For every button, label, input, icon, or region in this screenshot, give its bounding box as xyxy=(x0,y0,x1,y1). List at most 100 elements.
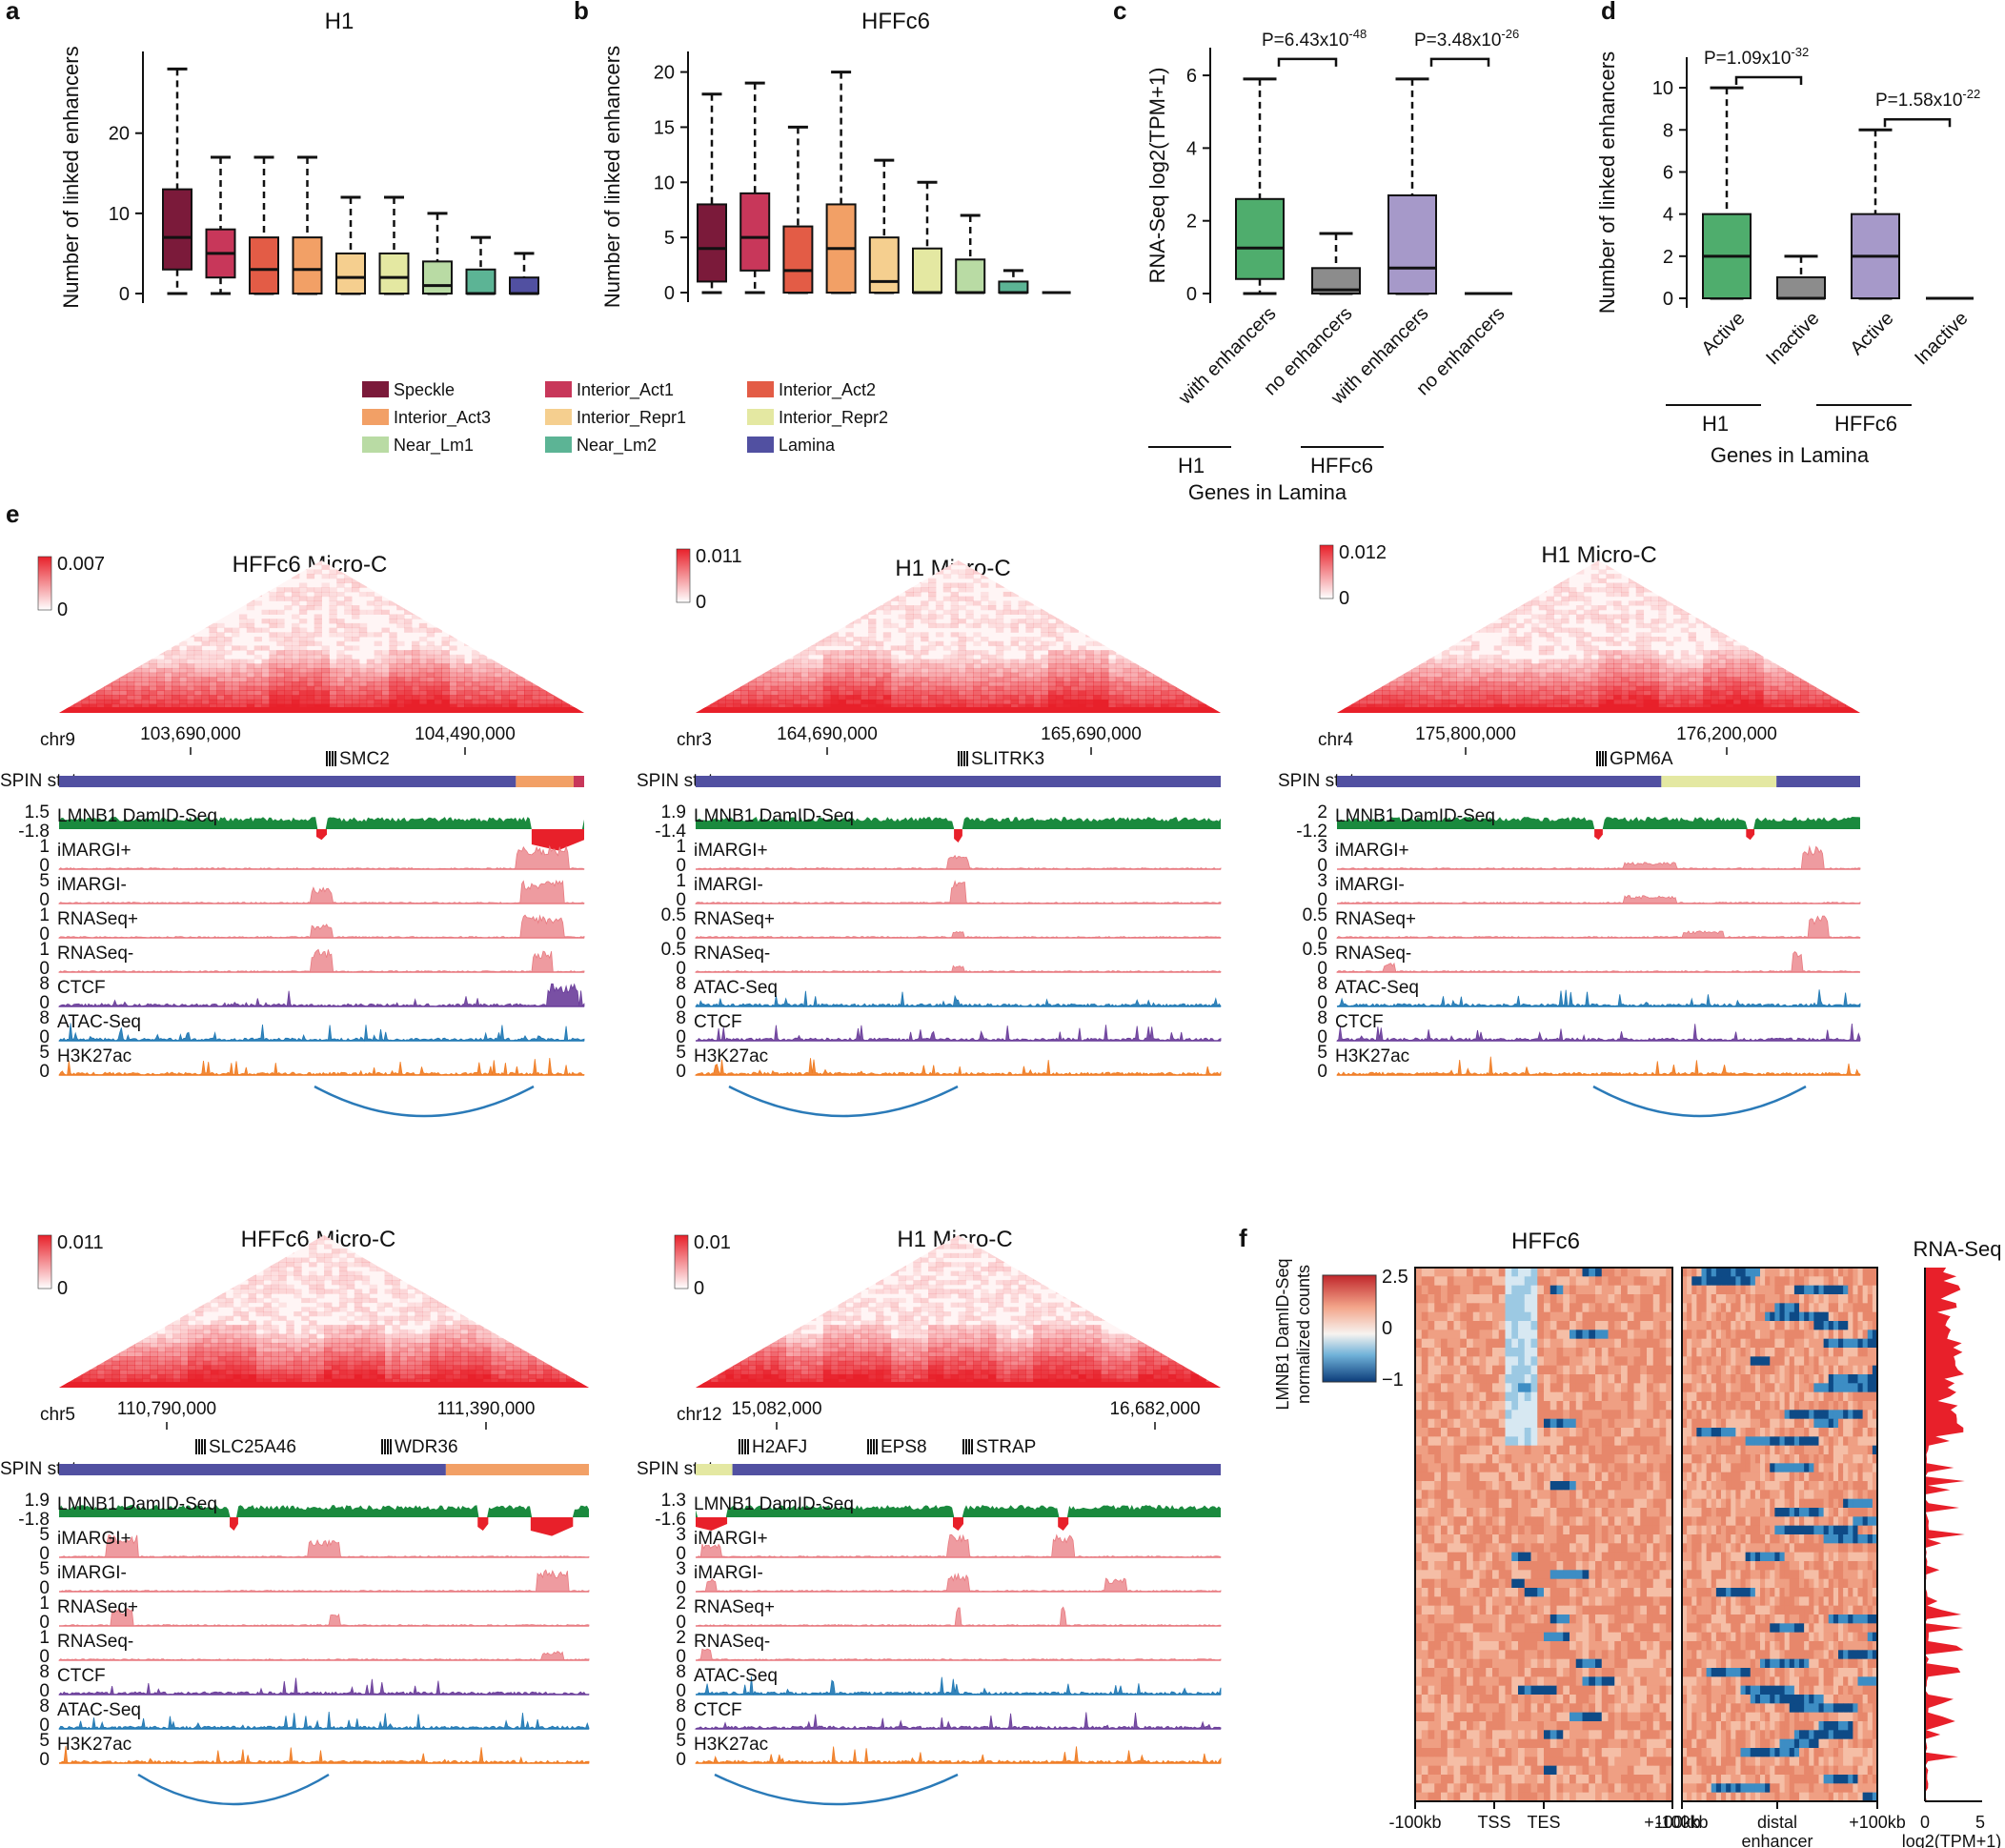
x-tick-label: Inactive xyxy=(1762,308,1823,369)
hic-cell xyxy=(561,703,570,709)
hic-cell xyxy=(1777,640,1787,646)
hic-cell xyxy=(1344,681,1353,687)
hic-cell xyxy=(1175,667,1185,674)
hic-cell xyxy=(1621,650,1630,656)
hic-cell xyxy=(762,645,772,651)
box xyxy=(697,203,727,283)
hic-cell xyxy=(292,600,300,606)
hic-cell xyxy=(1411,654,1420,660)
hic-cell xyxy=(1115,667,1124,674)
hic-cell xyxy=(1680,690,1690,696)
hic-cell xyxy=(224,663,233,669)
hic-cell xyxy=(718,703,726,709)
x-tick-label: Active xyxy=(1846,308,1897,359)
gene-exon xyxy=(326,751,328,766)
hic-cell xyxy=(793,685,801,691)
hic-cell xyxy=(898,681,906,687)
hic-cell xyxy=(238,699,248,705)
hic-cell xyxy=(292,703,300,709)
hic-cell xyxy=(868,574,877,579)
hic-cell xyxy=(396,695,405,701)
hic-cell xyxy=(471,654,480,660)
hic-cell xyxy=(845,681,854,687)
hic-cell xyxy=(1837,654,1846,660)
hic-cell xyxy=(216,574,225,579)
hic-cell xyxy=(830,667,840,674)
hic-cell xyxy=(1748,640,1756,646)
hic-cell xyxy=(66,667,75,674)
hic-cell xyxy=(351,622,360,629)
hic-cell xyxy=(1010,560,1019,566)
hic-cell xyxy=(1688,685,1696,691)
hic-cell xyxy=(1382,645,1390,651)
hic-cell xyxy=(306,681,315,687)
hic-cell xyxy=(1680,681,1690,687)
hic-cell xyxy=(81,587,90,593)
hic-cell xyxy=(1808,699,1816,705)
hic-cell xyxy=(396,672,405,678)
hic-cell xyxy=(1085,667,1094,674)
hic-cell xyxy=(494,614,502,619)
chromosome: chr3 xyxy=(677,730,712,750)
hic-cell xyxy=(1388,663,1398,669)
hic-cell xyxy=(1725,703,1734,709)
hic-cell xyxy=(1123,582,1132,588)
hic-cell xyxy=(381,582,390,588)
hic-cell xyxy=(501,685,510,691)
hic-cell xyxy=(785,667,794,674)
hic-cell xyxy=(868,663,877,669)
hic-cell xyxy=(456,654,465,660)
hic-cell xyxy=(1427,663,1435,669)
hic-cell xyxy=(546,569,556,575)
hic-cell xyxy=(1101,654,1109,660)
hic-cell xyxy=(434,690,442,696)
hic-cell xyxy=(913,695,921,701)
hic-cell xyxy=(1575,619,1585,624)
hic-cell xyxy=(718,627,726,633)
hic-cell xyxy=(882,677,892,682)
hic-cell xyxy=(1213,600,1221,606)
hic-cell xyxy=(1553,659,1562,664)
hic-cell xyxy=(1546,681,1554,687)
hic-cell xyxy=(441,690,450,696)
hic-cell xyxy=(284,632,293,638)
hic-cell xyxy=(246,627,255,633)
hic-cell xyxy=(1755,695,1764,701)
hic-cell xyxy=(1167,574,1177,579)
hic-cell xyxy=(1732,703,1742,709)
hic-cell xyxy=(426,645,435,651)
hic-cell xyxy=(1205,654,1214,660)
hic-cell xyxy=(554,685,562,691)
hic-cell xyxy=(1672,659,1682,664)
hic-cell xyxy=(172,587,180,593)
hic-cell xyxy=(1853,663,1860,669)
hic-bg xyxy=(1337,560,1860,713)
hic-cell xyxy=(1041,703,1049,709)
hic-cell xyxy=(1070,663,1079,669)
hic-cell xyxy=(1382,690,1390,696)
hic-cell xyxy=(1404,695,1412,701)
hic-cell xyxy=(1830,681,1838,687)
hic-cell xyxy=(253,667,263,674)
hic-cell xyxy=(710,681,719,687)
hic-cell xyxy=(965,564,974,570)
hic-cell xyxy=(770,650,780,656)
hic-cell xyxy=(351,677,360,682)
hic-cell xyxy=(1651,685,1659,691)
hic-cell xyxy=(284,587,293,593)
hic-cell xyxy=(329,663,337,669)
hic-cell xyxy=(973,619,982,624)
hic-cell xyxy=(710,703,719,709)
hic-cell xyxy=(1479,622,1488,629)
hic-cell xyxy=(845,659,854,664)
hic-cell xyxy=(868,677,877,682)
hic-cell xyxy=(921,685,929,691)
spin-segment xyxy=(516,776,574,787)
hic-cell xyxy=(111,596,120,601)
hic-cell xyxy=(126,637,135,642)
hic-cell xyxy=(276,632,285,638)
hic-cell xyxy=(1167,637,1177,642)
hic-cell xyxy=(164,699,172,705)
hic-cell xyxy=(1590,703,1599,709)
hic-cell xyxy=(292,667,300,674)
